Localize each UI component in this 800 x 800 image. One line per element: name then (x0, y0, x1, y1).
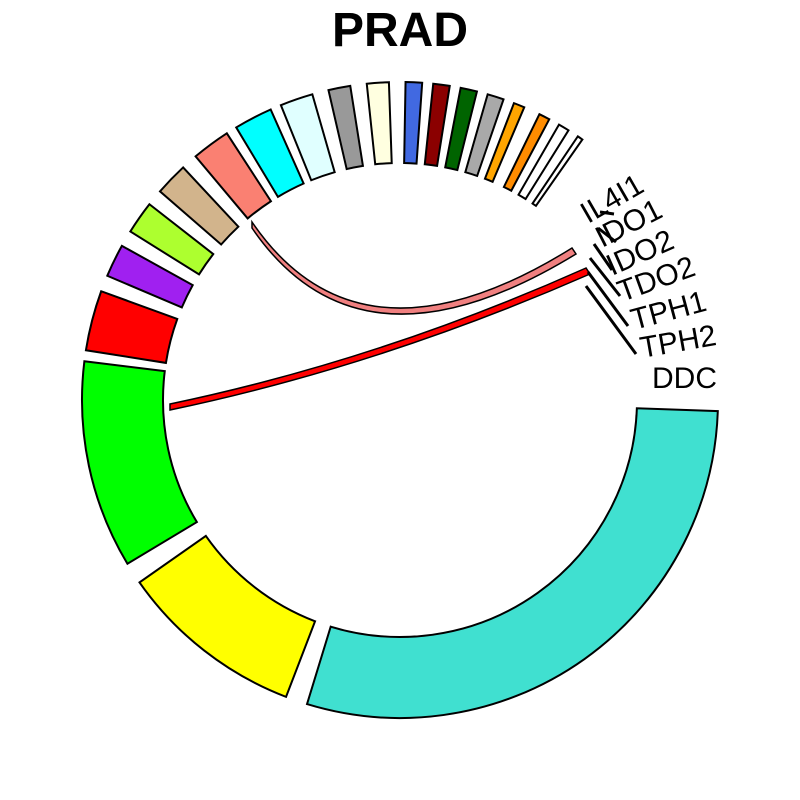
royalblue-sector (403, 81, 424, 165)
label-leader-line (586, 271, 630, 327)
purple-sector (105, 244, 195, 309)
label-leader-line (588, 257, 622, 297)
link-layer (169, 219, 592, 411)
label-leader-line (599, 210, 615, 216)
link-red-sector-to-tph1-sector (169, 267, 592, 411)
greenyellow-sector (128, 202, 215, 276)
sector-label-group: IL4I1 IDO1 IDO2 TDO2 TPH1 TPH2 DDC (575, 168, 719, 395)
label-leader-line (592, 243, 614, 271)
sector-ring (81, 81, 719, 719)
ddc-sector (305, 407, 719, 719)
white-sector-2 (531, 134, 584, 208)
darkred-sector (423, 82, 451, 168)
green-sector (81, 360, 199, 566)
gray-sector (327, 84, 365, 171)
lightyellow-sector (365, 81, 393, 166)
chart-title: PRAD (332, 4, 468, 57)
label-leader-line (584, 285, 638, 355)
cyan-sector (234, 108, 305, 199)
lightcyan-sector (279, 93, 336, 182)
darkgreen-sector (444, 86, 479, 172)
tan-sector (158, 166, 240, 246)
orange-sector (483, 101, 526, 184)
link-salmon-sector-to-tdo2-sector (251, 219, 578, 315)
darkgray-sector (464, 93, 505, 178)
darkorange-sector (502, 112, 551, 193)
white-sector-1 (517, 123, 570, 201)
salmon-sector (194, 131, 273, 220)
label-ddc: DDC (652, 362, 717, 395)
yellow-sector (138, 534, 317, 699)
label-leader-line (597, 226, 617, 244)
red-sector (84, 289, 179, 365)
